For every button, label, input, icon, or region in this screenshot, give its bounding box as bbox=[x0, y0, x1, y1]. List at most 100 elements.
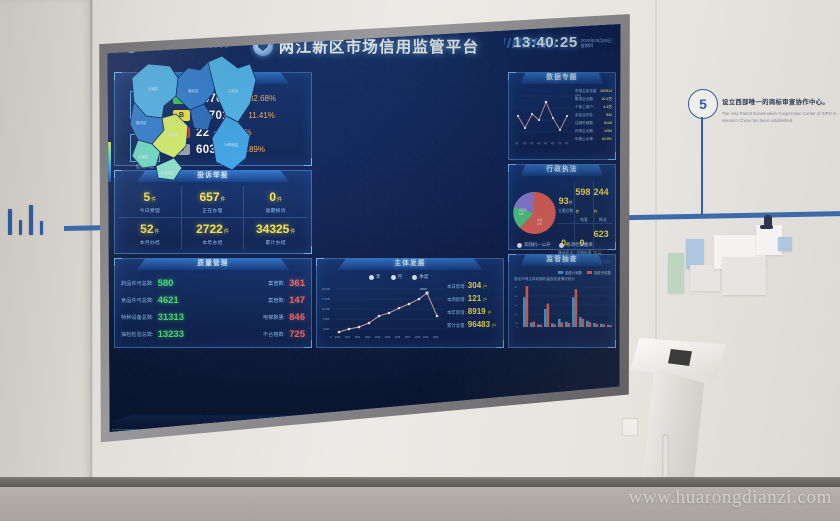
panel-quality-management[interactable]: 质量管理 药品许可总数: 580 案管数: 361 食品许可总数: 4621 案管数:… bbox=[114, 258, 312, 348]
wall-graphic-stem bbox=[701, 117, 703, 215]
quality-value: 147 bbox=[289, 295, 305, 306]
stat-cell[interactable]: 0件 逾期投诉 bbox=[244, 186, 307, 218]
trend-line-chart[interactable]: 1月 2月 3月 4月 5月 6月 7月 8月 bbox=[512, 88, 574, 150]
svg-text:2020: 2020 bbox=[433, 337, 439, 339]
baseboard bbox=[0, 477, 840, 487]
stat-cell[interactable]: 52件 本月办结 bbox=[119, 217, 182, 249]
radio-icon bbox=[517, 242, 522, 248]
quality-item[interactable]: 抽检检验总数: 13233 bbox=[121, 326, 225, 343]
quality-item[interactable]: 药品许可总数: 580 bbox=[121, 275, 225, 292]
enf-unit: 件 bbox=[575, 209, 580, 214]
map-label: 南岸区 bbox=[168, 132, 179, 137]
quality-item[interactable]: 特种设备总数: 31313 bbox=[121, 309, 225, 326]
stat-cell[interactable]: 34325件 累计办结 bbox=[244, 218, 307, 250]
map-label: 渝北区 bbox=[188, 88, 199, 93]
enforcement-cell[interactable]: 0件 移送司法 bbox=[557, 224, 576, 265]
stat-value: 2722 bbox=[196, 222, 223, 237]
tab-label: 季度 bbox=[419, 274, 429, 279]
complaint-stats-grid: 5件 今日受理 657件 正在办理 0件 逾期投诉 52件 本月办结 bbox=[119, 186, 307, 249]
trend-list-item[interactable]: 市场主体总量(户) 102514 bbox=[575, 89, 612, 98]
dev-stat-item[interactable]: 累计总量: 96483 户 bbox=[447, 320, 499, 333]
enforcement-pie-chart[interactable]: 罚没款 60% 立案 27% bbox=[511, 183, 557, 243]
svg-text:2012: 2012 bbox=[355, 337, 361, 339]
svg-text:3月: 3月 bbox=[530, 141, 533, 145]
svg-text:2月: 2月 bbox=[523, 141, 526, 145]
district-map[interactable]: 北碚区 渝北区 江北区 沙坪坝区 渝中区 南岸区 巴南区 九龙坡区 bbox=[104, 34, 290, 200]
dev-stat-unit: 户 bbox=[483, 284, 488, 289]
watermark: www.huarongdianzi.com bbox=[628, 487, 832, 508]
stat-value: 657 bbox=[199, 190, 220, 205]
enforcement-cell[interactable]: 598 件 结案 bbox=[575, 182, 594, 224]
enf-unit: 件 bbox=[568, 200, 573, 205]
quality-item[interactable]: 电梯数量: 846 bbox=[229, 309, 305, 326]
svg-text:2015: 2015 bbox=[385, 337, 391, 339]
clock-date: 2020年08月06日 星期四 bbox=[581, 38, 612, 51]
enf-label: 移送 bbox=[599, 218, 607, 222]
grade-badge-b: B bbox=[173, 110, 190, 121]
chart-peak-label: 83000 bbox=[420, 288, 427, 291]
radio-icon bbox=[369, 274, 374, 280]
tab-month[interactable]: 月 bbox=[390, 274, 402, 280]
svg-text:34,000: 34,000 bbox=[322, 287, 330, 291]
inspection-tabs[interactable]: 双随机一公开 行政检查结果 bbox=[517, 242, 593, 248]
trend-list-item[interactable]: 注销吊销数: 8126 bbox=[575, 121, 612, 129]
trend-value: 4.3万 bbox=[603, 105, 612, 109]
trend-list-item[interactable]: 个体工商户: 4.3万 bbox=[575, 105, 612, 113]
stat-unit: 件 bbox=[151, 197, 157, 204]
tab-random-inspection[interactable]: 双随机一公开 bbox=[517, 242, 550, 248]
enforcement-cell[interactable]: 93件 立案总数 bbox=[557, 182, 576, 224]
dashboard[interactable]: ← 返回 两江新区市场信用监管平台 13:40:25 2020年08月06日 星… bbox=[104, 24, 621, 432]
enf-label: 移送司法 bbox=[558, 251, 574, 255]
svg-text:3,000: 3,000 bbox=[323, 327, 330, 331]
trend-list-item[interactable]: 年报公示率: 93.5% bbox=[575, 137, 612, 145]
wall-display[interactable]: ← 返回 两江新区市场信用监管平台 13:40:25 2020年08月06日 星… bbox=[104, 24, 621, 432]
svg-text:0: 0 bbox=[517, 327, 519, 329]
quality-value: 725 bbox=[289, 329, 305, 340]
quality-item[interactable]: 案管数: 147 bbox=[229, 292, 305, 309]
legend-label: 抽查计划数 bbox=[565, 271, 583, 275]
development-stats: 本日新增: 304 户 本周新增: 121 户 本年新增: 8919 户 累计总量: 9648… bbox=[447, 281, 499, 333]
tab-inspection-result[interactable]: 行政检查结果 bbox=[559, 242, 593, 248]
stat-cell[interactable]: 2722件 本年办结 bbox=[182, 217, 245, 249]
trend-list-item[interactable]: 新设企业数: 10.2万 bbox=[575, 97, 612, 105]
kiosk-mount-plate bbox=[630, 338, 726, 378]
panel-inspection[interactable]: 监管抽查 双随机一公开 行政检查结果 抽查计划数 抽查完成数 各区市场主体双随机… bbox=[508, 242, 616, 348]
svg-text:5月: 5月 bbox=[544, 141, 547, 145]
trend-list-item[interactable]: 外资企业数: 1254 bbox=[575, 129, 612, 137]
panel-complaints[interactable]: 投诉举报 5件 今日受理 657件 正在办理 0件 逾期投诉 bbox=[114, 170, 312, 254]
svg-text:80: 80 bbox=[515, 296, 518, 298]
trend-list: 市场主体总量(户) 102514 新设企业数: 10.2万 个体工商户: 4.3万 农… bbox=[575, 89, 612, 145]
svg-text:0: 0 bbox=[330, 335, 332, 339]
quality-item[interactable]: 食品许可总数: 4621 bbox=[121, 292, 225, 309]
stat-label: 正在办理 bbox=[202, 209, 223, 215]
pie-slice-label: 立案 bbox=[537, 218, 543, 222]
svg-text:8月: 8月 bbox=[565, 141, 568, 145]
stat-unit: 件 bbox=[220, 197, 226, 204]
pie-slice-pct: 27% bbox=[537, 223, 543, 226]
development-tabs[interactable]: 年 月 季度 bbox=[369, 274, 428, 280]
map-color-scale bbox=[107, 142, 111, 182]
tab-year[interactable]: 年 bbox=[369, 274, 381, 280]
dev-stat-item[interactable]: 本年新增: 8919 户 bbox=[447, 307, 499, 320]
dev-stat-item[interactable]: 本周新增: 121 户 bbox=[447, 294, 499, 307]
dev-stat-item[interactable]: 本日新增: 304 户 bbox=[447, 281, 499, 294]
enforcement-cell[interactable]: 0件 吊销执照 bbox=[575, 224, 594, 265]
panel-development[interactable]: 主体发展 年 月 季度 34,000 17,000 12,000 6,000 bbox=[316, 258, 504, 348]
stat-unit: 件 bbox=[154, 229, 160, 236]
panel-enforcement[interactable]: 行政执法 罚没款 60% 立案 27% 93件 立案总数 598件 结案 bbox=[508, 164, 616, 265]
stat-cell[interactable]: 5件 今日受理 bbox=[119, 186, 182, 218]
trend-key: 新设企业数: bbox=[575, 97, 594, 101]
tab-quarter[interactable]: 季度 bbox=[412, 274, 428, 280]
panel-data-topic[interactable]: 数据专题 1月 2月 3月 4月 5月 6月 7月 8月 bbox=[508, 72, 616, 160]
panel-map[interactable]: 两江新区 重庆市 北碚区 bbox=[104, 24, 395, 202]
trend-list-item[interactable]: 农民合作社: 532 bbox=[575, 113, 612, 121]
quality-item[interactable]: 案管数: 361 bbox=[229, 275, 305, 292]
legend-item-done: 抽查完成数 bbox=[587, 270, 611, 275]
enforcement-cell[interactable]: 244 件 移送 bbox=[593, 182, 612, 224]
stat-cell[interactable]: 657件 正在办理 bbox=[181, 186, 245, 218]
svg-text:1月: 1月 bbox=[515, 141, 518, 145]
panel-title-trend: 数据专题 bbox=[520, 72, 604, 84]
quality-item[interactable]: 不合格数: 725 bbox=[229, 326, 305, 343]
inspection-bar-chart[interactable]: 100 80 60 40 20 0 bbox=[512, 283, 612, 343]
